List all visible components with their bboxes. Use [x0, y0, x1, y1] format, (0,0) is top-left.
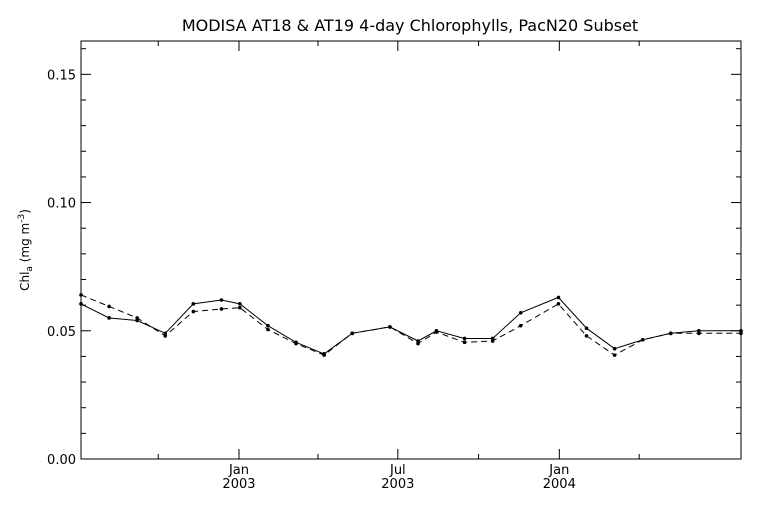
series-layer — [79, 293, 743, 357]
data-point-dashed — [219, 307, 224, 311]
series-line-dashed — [80, 294, 741, 356]
x-tick-label-month: Jan — [548, 463, 569, 478]
plot-area — [80, 40, 742, 460]
data-point-solid — [584, 326, 589, 331]
data-point-dashed — [107, 304, 111, 309]
data-point-dashed — [556, 302, 561, 306]
x-tick-label-year: 2003 — [222, 477, 255, 492]
data-point-dashed — [584, 334, 589, 338]
data-point-solid — [612, 346, 617, 351]
data-point-solid — [107, 316, 111, 320]
data-point-dashed — [191, 309, 196, 314]
chart-title: MODISA AT18 & AT19 4-day Chlorophylls, P… — [182, 16, 638, 35]
y-tick-label: 0.00 — [47, 453, 76, 468]
data-point-dashed — [135, 316, 139, 320]
data-point-solid — [518, 311, 523, 315]
y-axis-label-exponent: -3 — [17, 214, 27, 223]
data-point-dashed — [518, 323, 523, 328]
y-axis-label: Chla (mg m-3) — [17, 209, 35, 291]
x-tick-label-year: 2004 — [543, 477, 576, 492]
y-tick-label: 0.15 — [47, 68, 76, 83]
data-point-solid — [462, 336, 467, 341]
data-point-solid — [416, 339, 420, 343]
data-point-dashed — [739, 331, 743, 336]
x-tick-label-year: 2003 — [381, 477, 414, 492]
y-axis-label-prefix: Chl — [18, 272, 32, 291]
data-point-dashed — [490, 339, 495, 343]
data-point-solid — [219, 298, 224, 302]
data-point-solid — [490, 336, 495, 341]
data-point-dashed — [388, 325, 392, 329]
y-tick-label: 0.10 — [47, 197, 76, 212]
x-tick-label-month: Jul — [389, 463, 406, 478]
data-point-solid — [266, 323, 270, 328]
x-tick-label-month: Jan — [228, 463, 249, 478]
series-line-solid — [80, 296, 741, 355]
y-axis-label-units-close: ) — [18, 209, 32, 214]
data-point-dashed — [163, 334, 168, 338]
data-point-dashed — [322, 353, 326, 357]
data-point-dashed — [697, 331, 701, 336]
data-point-solid — [739, 328, 743, 333]
data-point-solid — [191, 302, 196, 306]
data-point-dashed — [434, 330, 439, 334]
data-point-dashed — [462, 340, 467, 345]
data-point-dashed — [416, 341, 420, 346]
data-point-solid — [697, 328, 701, 333]
y-tick-label: 0.05 — [47, 325, 76, 340]
data-point-solid — [79, 302, 83, 306]
data-point-dashed — [266, 327, 270, 332]
y-axis-label-subscript: a — [25, 266, 35, 272]
data-point-dashed — [612, 353, 617, 357]
data-point-solid — [135, 318, 139, 323]
data-point-dashed — [640, 337, 645, 342]
data-point-dashed — [350, 331, 354, 336]
data-point-solid — [163, 331, 168, 336]
data-point-dashed — [79, 293, 83, 297]
y-axis: 0.00 0.05 0.10 0.15 — [47, 48, 741, 468]
y-axis-label-units: (mg m — [18, 223, 32, 266]
data-point-solid — [556, 295, 561, 300]
data-point-dashed — [668, 331, 673, 336]
data-point-dashed — [294, 341, 298, 346]
data-point-solid — [238, 302, 242, 306]
data-point-dashed — [238, 305, 242, 310]
